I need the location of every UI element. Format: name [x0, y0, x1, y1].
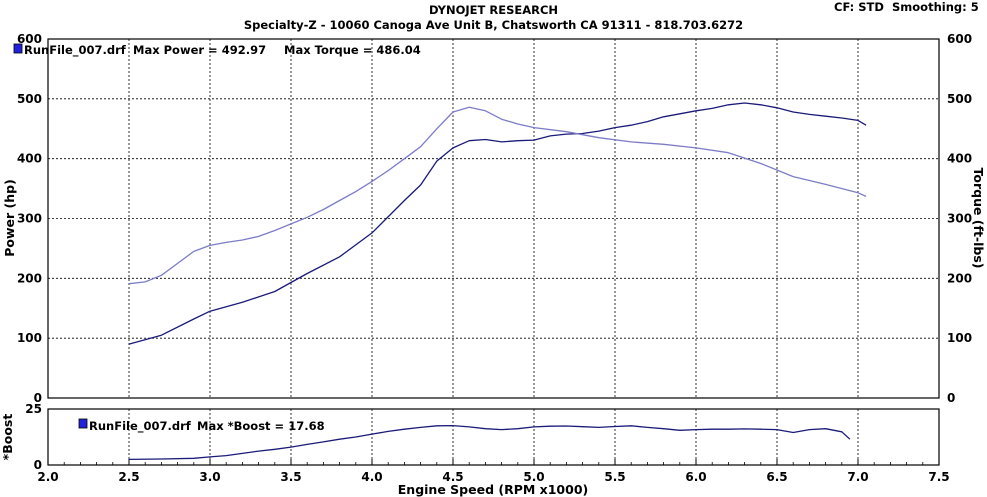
- max-torque-label: Max Torque = 486.04: [284, 43, 421, 57]
- boost-y-tick-label: 0: [34, 458, 42, 472]
- x-tick-label: 5.5: [604, 470, 625, 484]
- y-tick-label-right: 600: [947, 32, 972, 46]
- y-tick-label-right: 400: [947, 152, 972, 166]
- tick-labels: 2.0 2.5 3.0 3.5 4.0 4.5 5.0 5.5 6.0 6.5 7.0 7.5 0 100…: [17, 32, 972, 484]
- max-power-label: Max Power = 492.97: [133, 43, 266, 57]
- x-tick-label: 3.5: [280, 470, 301, 484]
- y-tick-label-right: 500: [947, 92, 972, 106]
- x-tick-label: 4.0: [361, 470, 382, 484]
- boost-legend-swatch: [78, 418, 88, 429]
- boost-series: [128, 424, 851, 461]
- series-boost-line: [128, 424, 851, 461]
- series-power-line: [128, 102, 867, 345]
- y-tick-label-left: 100: [17, 331, 42, 345]
- main-plot-frame: [47, 38, 940, 399]
- correction-factor-label: CF: STD: [834, 0, 884, 14]
- chart-title: DYNOJET RESEARCH: [428, 3, 559, 17]
- smoothing-label: Smoothing: 5: [892, 0, 979, 14]
- boost-legend-file: RunFile_007.drf: [89, 419, 192, 434]
- y-tick-label-left: 200: [17, 271, 42, 285]
- series-torque-line: [128, 106, 867, 285]
- max-boost-label: Max *Boost = 17.68: [197, 419, 325, 433]
- main-legend-swatch: [13, 43, 23, 54]
- main-legend-file: RunFile_007.drf: [24, 43, 127, 58]
- y-tick-label-right: 200: [947, 271, 972, 285]
- x-tick-label: 4.5: [442, 470, 463, 484]
- y-tick-label-left: 500: [17, 92, 42, 106]
- boost-grid: [47, 409, 940, 465]
- x-tick-label: 3.0: [199, 470, 220, 484]
- y-axis-title-boost: *Boost: [0, 414, 15, 461]
- y-tick-label-left: 0: [34, 391, 42, 405]
- x-axis-title: Engine Speed (RPM x1000): [398, 482, 588, 497]
- y-axis-title-torque: Torque (ft-lbs): [971, 168, 986, 269]
- y-tick-label-left: 400: [17, 152, 42, 166]
- boost-y-tick-label: 25: [25, 402, 42, 416]
- chart-subtitle: Specialty-Z - 10060 Canoga Ave Unit B, C…: [243, 18, 744, 32]
- y-tick-label-left: 300: [17, 212, 42, 226]
- y-tick-label-right: 0: [947, 391, 955, 405]
- x-tick-label: 6.0: [685, 470, 706, 484]
- x-tick-label: 7.0: [847, 470, 868, 484]
- x-tick-label: 5.0: [523, 470, 544, 484]
- x-tick-label: 7.5: [928, 470, 949, 484]
- main-grid: [48, 39, 939, 398]
- y-axis-title-power: Power (hp): [2, 179, 17, 257]
- x-tick-label: 2.0: [37, 470, 58, 484]
- y-tick-label-left: 600: [17, 32, 42, 46]
- main-series: [128, 102, 867, 345]
- boost-plot-frame: [47, 408, 940, 466]
- y-tick-label-right: 100: [947, 331, 972, 345]
- y-tick-label-right: 300: [947, 212, 972, 226]
- x-tick-label: 2.5: [118, 470, 139, 484]
- x-tick-label: 6.5: [766, 470, 787, 484]
